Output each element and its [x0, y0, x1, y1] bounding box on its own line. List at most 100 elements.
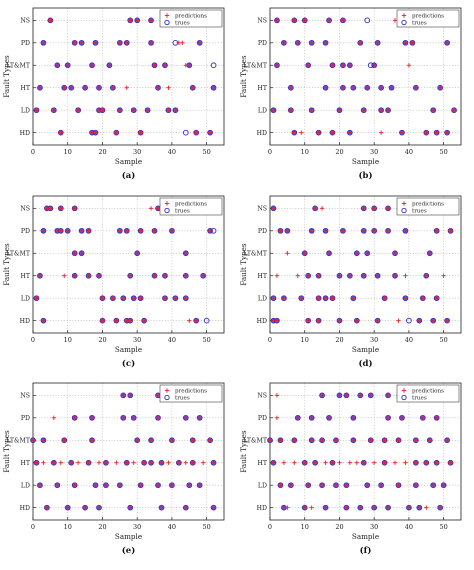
x-tick-label: 10 [64, 148, 72, 156]
prediction-point [424, 273, 429, 278]
prediction-point [285, 505, 290, 510]
prediction-point [183, 505, 188, 510]
prediction-point [378, 85, 384, 90]
prediction-point [378, 483, 384, 488]
prediction-point [152, 273, 157, 278]
prediction-point [396, 318, 401, 323]
prediction-point [155, 393, 161, 398]
prediction-point [413, 85, 419, 90]
legend-label-trues: trues [412, 209, 427, 215]
legend-label-predictions: predictions [412, 14, 444, 20]
x-tick-label: 50 [202, 336, 210, 344]
prediction-point [267, 438, 273, 443]
prediction-point [86, 273, 91, 278]
prediction-point [361, 108, 366, 113]
prediction-point [292, 18, 297, 23]
prediction-point [65, 505, 70, 510]
x-tick-label: 20 [98, 148, 106, 156]
prediction-point [41, 318, 46, 323]
panel-label: (f) [360, 545, 372, 556]
chart-panel: NS PD LT&MT HT LD HD 0 10 20 30 40 50 Sample Fault Ty… [239, 195, 462, 369]
prediction-point [299, 296, 304, 301]
prediction-point [333, 438, 339, 443]
x-tick-label: 20 [98, 336, 106, 344]
prediction-point [138, 483, 143, 488]
x-tick-label: 0 [268, 148, 272, 156]
prediction-point [371, 460, 377, 465]
y-axis-label: Fault Types [239, 55, 248, 98]
prediction-point [194, 130, 199, 135]
x-tick-label: 20 [335, 523, 343, 531]
y-axis-label: Fault Types [239, 243, 248, 286]
prediction-point [361, 228, 366, 233]
x-tick-label: 40 [168, 148, 176, 156]
prediction-point [309, 438, 314, 443]
prediction-point [396, 438, 401, 443]
prediction-point [131, 296, 136, 301]
prediction-point [437, 85, 443, 90]
prediction-point [58, 460, 63, 465]
true-point [364, 17, 371, 24]
prediction-point [72, 251, 77, 256]
prediction-point [354, 251, 360, 256]
legend-box [159, 9, 223, 28]
prediction-point [34, 108, 39, 113]
legend-label-trues: trues [175, 396, 190, 402]
axes-frame [32, 7, 225, 146]
prediction-point [378, 108, 384, 113]
prediction-point [323, 505, 328, 510]
prediction-point [312, 206, 318, 211]
plot-area [270, 8, 461, 145]
x-tick-label: 30 [133, 523, 141, 531]
prediction-point [155, 483, 161, 488]
prediction-point [441, 273, 446, 278]
prediction-point [354, 318, 360, 323]
prediction-point [187, 483, 192, 488]
y-tick-label: LD [258, 296, 267, 303]
chart-panel: NS PD LT&MT HT LD HD 0 10 20 30 40 50 Sample Fault Ty… [2, 382, 225, 556]
prediction-point [37, 483, 43, 488]
prediction-point [162, 296, 168, 301]
legend-label-predictions: predictions [175, 389, 207, 395]
prediction-point [371, 228, 377, 233]
x-tick-label: 30 [370, 523, 378, 531]
prediction-point [155, 415, 161, 420]
prediction-point [173, 296, 178, 301]
y-tick-label: LD [21, 296, 30, 303]
prediction-point [319, 393, 325, 398]
x-axis-label: Sample [115, 345, 142, 354]
prediction-point [323, 40, 328, 45]
prediction-point [302, 18, 307, 23]
prediction-point [403, 460, 408, 465]
prediction-point [413, 438, 419, 443]
prediction-point [69, 460, 74, 465]
plot-area [33, 8, 224, 145]
prediction-point [100, 318, 105, 323]
prediction-point [326, 415, 332, 420]
prediction-point [274, 18, 280, 23]
axes-frame [269, 195, 462, 334]
prediction-point [319, 483, 325, 488]
prediction-point [93, 483, 98, 488]
prediction-point [392, 273, 398, 278]
y-tick-label: HD [20, 318, 30, 325]
prediction-point [281, 40, 287, 45]
prediction-point [82, 505, 88, 510]
prediction-point [124, 228, 129, 233]
prediction-point [138, 228, 143, 233]
y-tick-label: LT&MT [243, 63, 268, 70]
prediction-point [337, 273, 342, 278]
legend-label-trues: trues [412, 396, 427, 402]
prediction-point [344, 483, 349, 488]
prediction-point [134, 18, 140, 23]
x-tick-label: 20 [335, 148, 343, 156]
prediction-point [148, 438, 154, 443]
y-tick-label: NS [257, 18, 267, 25]
prediction-point [124, 40, 129, 45]
y-tick-label: LT&MT [6, 438, 31, 445]
prediction-point [302, 460, 307, 465]
y-tick-label: LD [21, 108, 30, 115]
prediction-point [368, 438, 373, 443]
prediction-point [51, 415, 57, 420]
